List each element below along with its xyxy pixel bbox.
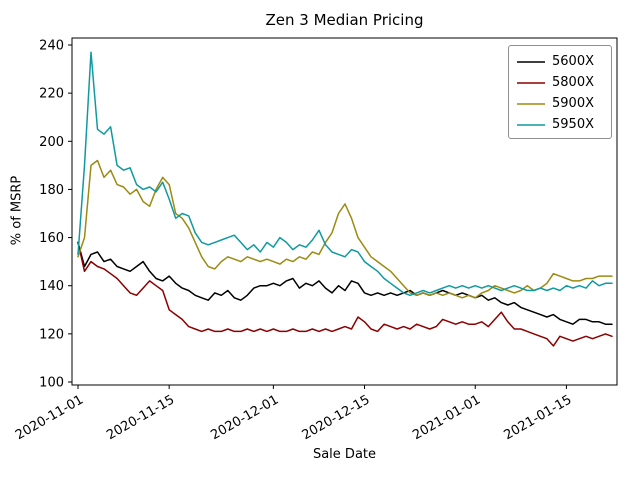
legend-label-5600x: 5600X <box>552 54 594 69</box>
legend-swatch-5950x <box>517 123 545 126</box>
legend-swatch-5600x <box>517 60 545 63</box>
legend-label-5900x: 5900X <box>552 96 594 111</box>
chart-title: Zen 3 Median Pricing <box>265 11 424 29</box>
series-line-5600X <box>77 241 613 325</box>
legend-item: 5900X <box>517 93 611 114</box>
x-axis-label: Sale Date <box>312 447 377 462</box>
legend-swatch-5800x <box>517 81 545 84</box>
y-tick-label: 180 <box>39 183 64 198</box>
y-tick-label: 220 <box>39 87 64 102</box>
legend-item: 5950X <box>517 114 611 135</box>
y-tick-label: 240 <box>39 39 64 54</box>
legend-label-5800x: 5800X <box>552 75 594 90</box>
legend-swatch-5900x <box>517 102 545 105</box>
y-tick-label: 140 <box>39 279 64 294</box>
plot-border <box>71 37 618 386</box>
y-tick-label: 160 <box>39 231 64 246</box>
legend-item: 5600X <box>517 51 611 72</box>
series-line-5950X <box>77 51 613 297</box>
series-line-5800X <box>77 241 613 347</box>
legend-label-5950x: 5950X <box>552 117 594 132</box>
y-tick-label: 120 <box>39 327 64 342</box>
y-axis-label: % of MSRP <box>9 175 25 246</box>
legend-item: 5800X <box>517 72 611 93</box>
y-tick-label: 100 <box>39 376 64 391</box>
y-tick-label: 200 <box>39 135 64 150</box>
legend-box: 5600X 5800X 5900X 5950X <box>508 45 612 139</box>
